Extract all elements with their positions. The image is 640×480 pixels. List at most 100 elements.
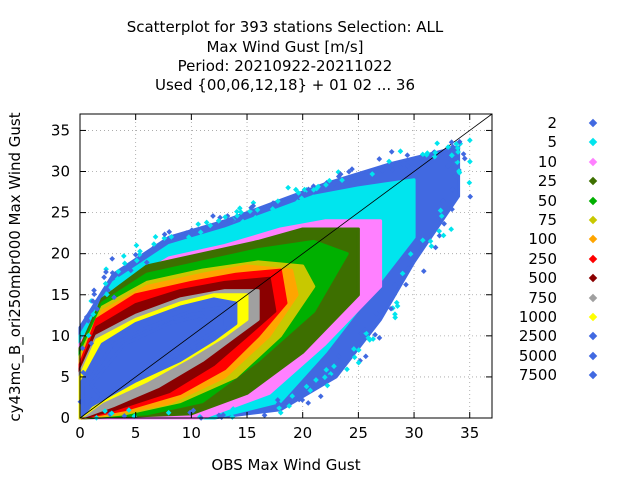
scatter-point: [157, 242, 164, 249]
scatter-point: [91, 291, 98, 298]
x-tick-label: 30: [405, 424, 424, 442]
scatter-point: [83, 314, 90, 320]
scatter-point: [364, 169, 370, 176]
scatter-point: [275, 198, 281, 204]
scatter-point: [108, 410, 115, 417]
scatter-point: [386, 158, 392, 165]
scatter-point: [323, 366, 330, 373]
legend-label-7500: 7500: [518, 366, 557, 385]
scatter-point: [358, 330, 365, 337]
scatter-point: [323, 182, 329, 188]
scatter-point: [418, 246, 424, 253]
scatter-point: [286, 403, 293, 409]
scatter-point: [376, 335, 383, 341]
scatter-point: [351, 346, 357, 352]
chart-title-line-4: Used {00,06,12,18} + 01 02 ... 36: [154, 76, 416, 94]
scatter-point: [207, 222, 214, 229]
scatter-point: [229, 217, 236, 224]
scatter-point: [432, 149, 439, 156]
x-tick-label: 15: [237, 424, 256, 442]
scatter-point: [335, 173, 342, 180]
scatter-point: [293, 186, 299, 193]
legend-label-2: 2: [547, 114, 557, 132]
scatter-point: [345, 178, 352, 185]
scatter-point: [151, 241, 157, 247]
scatter-point: [109, 255, 116, 262]
scatter-point: [244, 211, 251, 218]
scatter-point: [85, 332, 92, 339]
scatter-point: [355, 359, 362, 366]
scatter-point: [369, 171, 376, 177]
scatter-point: [260, 407, 266, 414]
scatter-point: [403, 281, 409, 288]
scatter-point: [326, 374, 333, 381]
scatter-point: [134, 257, 140, 264]
scatter-point: [230, 406, 237, 412]
scatter-point: [467, 158, 473, 165]
scatter-point: [418, 155, 425, 162]
scatter-point: [310, 194, 316, 201]
scatter-point: [331, 180, 338, 187]
scatter-point: [152, 234, 159, 240]
scatter-point: [388, 305, 394, 312]
scatter-point: [331, 363, 337, 370]
legend-label-75: 75: [537, 211, 557, 229]
scatter-point: [88, 340, 95, 347]
scatter-point: [155, 255, 162, 262]
scatter-point: [250, 199, 257, 206]
scatter-point: [379, 167, 386, 174]
scatter-point: [461, 155, 468, 162]
scatter-point: [93, 298, 100, 305]
scatter-point: [365, 334, 372, 341]
scatter-point: [346, 168, 352, 175]
scatter-point: [344, 366, 350, 373]
scatter-point: [269, 206, 276, 212]
scatter-point: [197, 229, 204, 236]
scatter-point: [298, 195, 305, 202]
scatter-point: [313, 377, 319, 383]
scatter-point: [373, 310, 380, 317]
scatter-point: [388, 148, 395, 155]
scatter-point: [448, 226, 455, 233]
scatter-point: [432, 244, 439, 251]
scatter-point: [449, 152, 455, 159]
scatter-point: [456, 138, 463, 145]
y-tick-label: 25: [51, 204, 70, 222]
scatter-point: [405, 265, 412, 272]
scatter-point: [451, 173, 458, 180]
scatter-point: [372, 331, 378, 338]
scatter-point: [444, 163, 451, 170]
scatter-point: [240, 218, 246, 225]
x-tick-label: 5: [131, 424, 141, 442]
scatter-point: [137, 248, 143, 255]
scatter-point: [121, 260, 128, 267]
scatter-point: [335, 353, 342, 360]
scatter-point: [203, 219, 210, 226]
scatter-point: [305, 400, 312, 406]
scatter-point: [143, 259, 150, 266]
scatter-point: [436, 232, 443, 239]
legend-label-100: 100: [528, 230, 557, 249]
scatter-point: [449, 186, 456, 193]
scatter-point: [266, 203, 272, 210]
scatter-point: [449, 206, 455, 213]
density-band-7500: [89, 313, 216, 399]
legend-label-50: 50: [537, 191, 557, 210]
legend-label-10: 10: [537, 152, 557, 171]
scatter-point: [322, 186, 328, 193]
scatter-point: [222, 214, 228, 220]
y-tick-label: 30: [51, 163, 70, 181]
scatter-point: [460, 151, 467, 157]
scatter-point: [467, 137, 473, 144]
scatter-point: [423, 152, 430, 158]
scatter-point: [133, 242, 140, 249]
scatter-point: [132, 251, 139, 258]
scatter-point: [215, 217, 222, 224]
scatter-point: [355, 347, 362, 353]
scatter-point: [339, 177, 345, 183]
y-tick-label: 35: [51, 121, 70, 139]
y-tick-label: 0: [60, 409, 70, 427]
outlier-points: [77, 137, 474, 421]
scatter-point: [166, 229, 173, 235]
